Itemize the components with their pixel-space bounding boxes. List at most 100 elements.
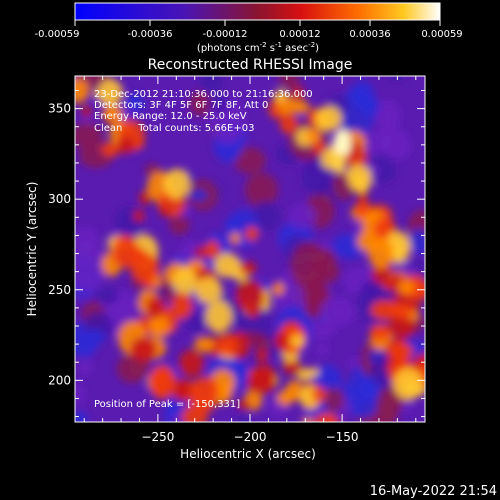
- heat-cell-low: [124, 92, 145, 114]
- heat-cell-high: [98, 78, 123, 107]
- heat-cell-high: [348, 173, 372, 192]
- colorbar-unit-label: (photons cm-2 s-1 asec-2): [197, 41, 319, 54]
- heat-cell-high: [235, 279, 265, 313]
- peak-position-text: Position of Peak = [-150,331]: [94, 399, 240, 410]
- heat-cell-high: [244, 226, 259, 242]
- heat-cell-low: [279, 76, 300, 89]
- annotations: 23-Dec-2012 21:10:36.000 to 21:16:36.000…: [94, 89, 313, 410]
- heat-cell-high: [282, 360, 302, 375]
- colorbar-ticks: [74, 20, 441, 26]
- heat-cell-high: [307, 367, 319, 377]
- heat-cell-high: [75, 78, 90, 104]
- colorbar-tick-label: -0.00036: [128, 29, 173, 40]
- heat-cell-high: [369, 324, 391, 340]
- heat-cell-low: [349, 80, 375, 108]
- detectors-text: Detectors: 3F 4F 5F 6F 7F 8F, Att 0: [94, 100, 268, 111]
- heat-cell-high: [388, 300, 413, 318]
- heat-cell-low: [319, 296, 356, 327]
- heat-cell-high: [148, 314, 169, 338]
- heat-cell-high: [195, 277, 223, 303]
- chart-title: Reconstructed RHESSI Image: [148, 57, 353, 73]
- heat-cell-high: [301, 417, 313, 422]
- heat-cell-low: [208, 94, 230, 113]
- heat-cell-high: [178, 349, 204, 377]
- heat-cell-low: [190, 189, 208, 202]
- x-tick-label: −250: [141, 430, 174, 444]
- timestamp: 16-May-2022 21:54: [370, 484, 497, 499]
- heat-cell-high: [194, 246, 209, 259]
- heat-cell-high: [256, 348, 268, 364]
- heat-cell-low: [290, 241, 327, 290]
- heat-cell-high: [159, 205, 171, 217]
- heat-peak: [333, 129, 352, 158]
- heat-cell-high: [274, 331, 289, 350]
- heat-cell-low: [199, 76, 223, 95]
- heat-cell-high: [172, 267, 198, 296]
- heat-cell-low: [236, 413, 251, 422]
- heat-cell-high: [272, 282, 285, 296]
- heat-cell-low: [324, 387, 344, 413]
- heat-cell-low: [244, 172, 278, 208]
- heat-cell-high: [205, 300, 233, 333]
- y-tick-label: 200: [48, 373, 71, 387]
- heat-cell-high: [291, 85, 304, 101]
- heat-cell-high: [240, 261, 257, 275]
- time-range-text: 23-Dec-2012 21:10:36.000 to 21:16:36.000: [94, 89, 313, 100]
- heat-cell-low: [359, 130, 392, 154]
- heat-cell-high: [229, 232, 241, 245]
- heat-cell-high: [290, 334, 305, 348]
- colorbar-tick-label: 0.00059: [421, 29, 462, 40]
- heat-cell-low: [75, 411, 88, 422]
- heat-cell-high: [312, 140, 325, 155]
- heat-cell-high: [312, 412, 340, 422]
- y-tick-label: 250: [48, 283, 71, 297]
- heat-cell-high: [172, 378, 191, 402]
- heat-cell-low: [169, 213, 190, 235]
- heat-cell-low: [253, 334, 271, 355]
- heat-cell-low: [306, 320, 336, 339]
- heatmap-image: [75, 76, 425, 422]
- heat-cell-low: [234, 147, 266, 174]
- heat-cell-low: [95, 287, 119, 304]
- heat-cell-high: [237, 399, 251, 410]
- y-tick-label: 350: [48, 102, 71, 116]
- heat-cell-low: [83, 329, 106, 345]
- heat-cell-low: [75, 382, 86, 407]
- colorbar: -0.00059 -0.00036 -0.00012 0.00012 0.000…: [35, 2, 463, 54]
- heat-cell-high: [397, 280, 415, 295]
- heat-cell-low: [346, 357, 361, 368]
- colorbar-tick-label: 0.00012: [279, 29, 320, 40]
- colorbar-tick-label: -0.00059: [35, 29, 80, 40]
- heat-cell-high: [290, 100, 310, 114]
- heat-cell-high: [192, 376, 219, 406]
- energy-range-text: Energy Range: 12.0 - 25.0 keV: [94, 111, 247, 122]
- heat-cell-high: [126, 246, 147, 265]
- heat-cell-low: [75, 122, 104, 150]
- y-axis: 200 250 300 350: [48, 89, 425, 418]
- counts-text: Clean Total counts: 5.66E+03: [94, 123, 254, 134]
- heat-cell-high: [331, 152, 346, 173]
- heat-cell-high: [81, 106, 92, 117]
- heat-cell-high: [130, 336, 158, 362]
- heat-cell-high: [216, 333, 239, 357]
- heat-cell-high: [194, 336, 215, 353]
- heat-cell-high: [102, 105, 123, 122]
- heat-cell-high: [163, 168, 191, 199]
- heat-cell-high: [387, 315, 415, 339]
- heat-cell-high: [116, 136, 135, 155]
- x-axis: −250 −200 −150: [83, 76, 417, 444]
- heat-cell-high: [132, 209, 145, 223]
- heat-cell-high: [368, 236, 394, 270]
- x-tick-label: −200: [234, 430, 267, 444]
- heat-cell-high: [171, 292, 193, 319]
- heat-cell-low: [77, 358, 93, 376]
- heat-cell-low: [189, 90, 212, 117]
- heat-cell-high: [408, 298, 421, 311]
- y-tick-label: 300: [48, 192, 71, 206]
- heat-cell-low: [287, 203, 317, 229]
- heat-cell-low: [400, 400, 414, 412]
- x-axis-label: Heliocentric X (arcsec): [180, 447, 316, 461]
- heat-cell-high: [387, 341, 414, 361]
- heat-cell-high: [139, 191, 152, 205]
- heat-cell-high: [146, 296, 165, 319]
